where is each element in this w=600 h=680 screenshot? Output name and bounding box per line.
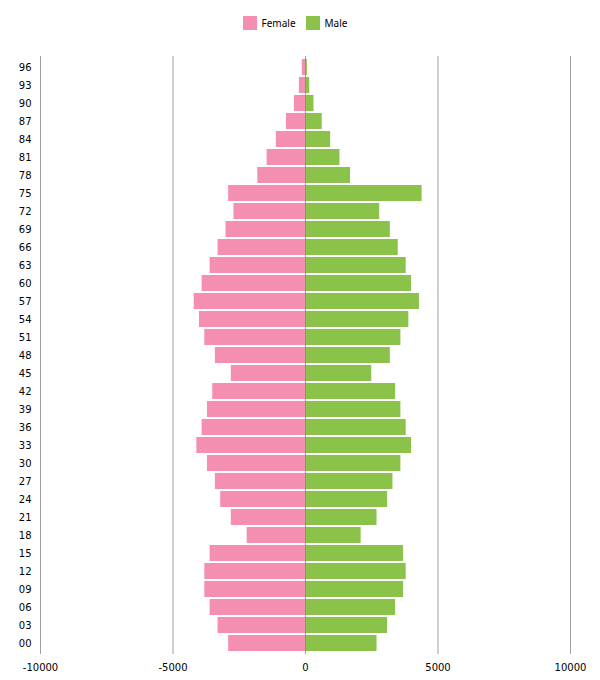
svg-text:0: 0 <box>302 662 308 673</box>
svg-text:30: 30 <box>19 458 32 469</box>
svg-text:78: 78 <box>19 170 32 181</box>
svg-text:75: 75 <box>19 188 32 199</box>
svg-text:18: 18 <box>19 530 32 541</box>
svg-text:66: 66 <box>19 242 32 253</box>
svg-text:45: 45 <box>19 368 32 379</box>
svg-text:10000: 10000 <box>555 662 587 673</box>
svg-text:36: 36 <box>19 422 32 433</box>
svg-text:03: 03 <box>19 620 32 631</box>
svg-text:09: 09 <box>19 584 32 595</box>
svg-text:06: 06 <box>19 602 32 613</box>
svg-text:00: 00 <box>19 638 32 649</box>
svg-text:63: 63 <box>19 260 32 271</box>
svg-text:21: 21 <box>19 512 32 523</box>
html-text:Male: Male <box>324 15 348 30</box>
svg-text:24: 24 <box>19 494 32 505</box>
svg-text:54: 54 <box>19 314 32 325</box>
svg-text:33: 33 <box>19 440 32 451</box>
svg-text:84: 84 <box>19 134 32 145</box>
svg-text:5000: 5000 <box>425 662 450 673</box>
svg-text:72: 72 <box>19 206 32 217</box>
svg-text:39: 39 <box>19 404 32 415</box>
svg-text:-5000: -5000 <box>158 662 187 673</box>
svg-text:48: 48 <box>19 350 32 361</box>
svg-text:90: 90 <box>19 98 32 109</box>
svg-text:87: 87 <box>19 116 32 127</box>
svg-text:42: 42 <box>19 386 32 397</box>
svg-text:96: 96 <box>19 62 32 73</box>
svg-text:15: 15 <box>19 548 32 559</box>
svg-text:81: 81 <box>19 152 32 163</box>
svg-text:69: 69 <box>19 224 32 235</box>
html-text:Female: Female <box>261 15 296 30</box>
svg-text:57: 57 <box>19 296 32 307</box>
svg-text:51: 51 <box>19 332 32 343</box>
svg-text:60: 60 <box>19 278 32 289</box>
svg-text:93: 93 <box>19 80 32 91</box>
svg-text:12: 12 <box>19 566 32 577</box>
svg-text:27: 27 <box>19 476 32 487</box>
svg-text:-10000: -10000 <box>23 662 58 673</box>
